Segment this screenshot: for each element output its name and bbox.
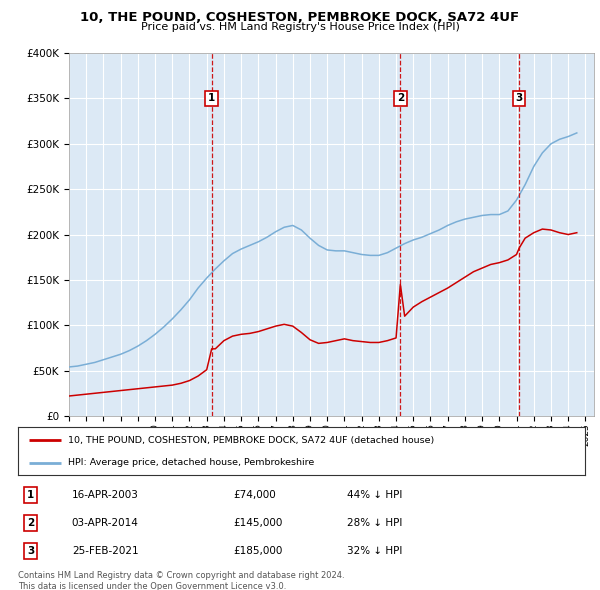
Text: £145,000: £145,000 (233, 518, 283, 527)
Text: 28% ↓ HPI: 28% ↓ HPI (347, 518, 402, 527)
Text: HPI: Average price, detached house, Pembrokeshire: HPI: Average price, detached house, Pemb… (68, 458, 314, 467)
Text: 1: 1 (27, 490, 34, 500)
Text: Price paid vs. HM Land Registry's House Price Index (HPI): Price paid vs. HM Land Registry's House … (140, 22, 460, 32)
Text: 3: 3 (27, 546, 34, 556)
Text: 32% ↓ HPI: 32% ↓ HPI (347, 546, 402, 556)
Text: Contains HM Land Registry data © Crown copyright and database right 2024.
This d: Contains HM Land Registry data © Crown c… (18, 571, 344, 590)
Text: 10, THE POUND, COSHESTON, PEMBROKE DOCK, SA72 4UF: 10, THE POUND, COSHESTON, PEMBROKE DOCK,… (80, 11, 520, 24)
Text: £185,000: £185,000 (233, 546, 283, 556)
Text: 25-FEB-2021: 25-FEB-2021 (72, 546, 139, 556)
Text: 10, THE POUND, COSHESTON, PEMBROKE DOCK, SA72 4UF (detached house): 10, THE POUND, COSHESTON, PEMBROKE DOCK,… (68, 435, 434, 445)
Text: 16-APR-2003: 16-APR-2003 (72, 490, 139, 500)
Text: 03-APR-2014: 03-APR-2014 (72, 518, 139, 527)
Text: 1: 1 (208, 93, 215, 103)
Text: 2: 2 (27, 518, 34, 527)
Text: 3: 3 (515, 93, 523, 103)
Text: £74,000: £74,000 (233, 490, 276, 500)
Text: 2: 2 (397, 93, 404, 103)
Text: 44% ↓ HPI: 44% ↓ HPI (347, 490, 402, 500)
